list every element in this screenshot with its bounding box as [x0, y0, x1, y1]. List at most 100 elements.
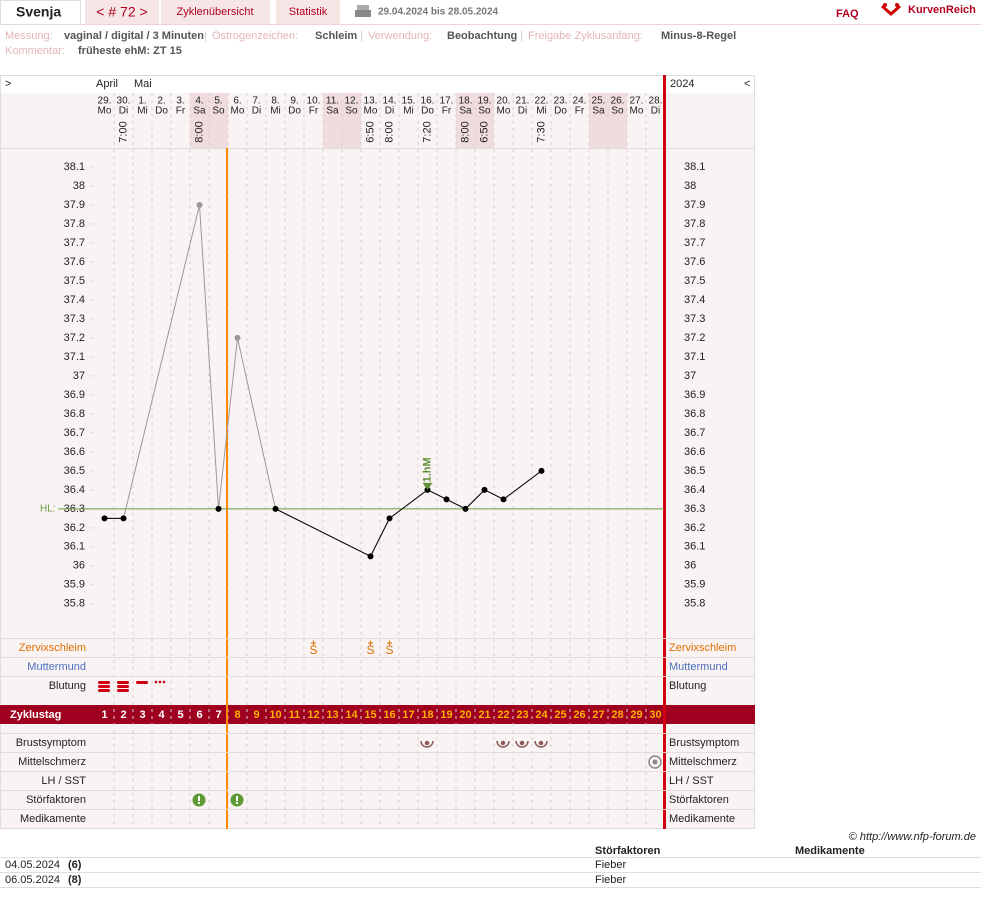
row-label: Zervixschleim — [669, 642, 736, 654]
cycle-day: 17 — [402, 709, 414, 721]
date-label: 6. — [233, 96, 241, 107]
cycle-day: 26 — [573, 709, 585, 721]
weekday-label: Mo — [630, 106, 644, 117]
weekday-label: Do — [288, 106, 301, 117]
date-label: 14. — [383, 96, 397, 107]
info-value: früheste ehM: ZT 15 — [78, 45, 182, 57]
curve-segment — [370, 518, 390, 557]
scroll-left[interactable]: > — [5, 78, 11, 90]
y-tick-label: 37.9 — [64, 199, 85, 211]
temperature-point — [367, 553, 374, 560]
weekday-label: Di — [119, 106, 128, 117]
weekday-label: So — [345, 106, 358, 117]
temperature-point — [120, 515, 127, 522]
cycle-day: 22 — [497, 709, 509, 721]
table-cell: 04.05.2024 — [5, 859, 60, 871]
y-tick-label: 36.6 — [64, 446, 85, 458]
time-label: 7:00 — [117, 121, 129, 142]
cycle-bar-label: Zyklustag — [10, 709, 61, 721]
cycle-day: 12 — [307, 709, 319, 721]
y-tick-label: 36.4 — [64, 484, 85, 496]
date-label: 11. — [326, 96, 339, 107]
table-cell: (6) — [68, 859, 82, 871]
date-label: 9. — [290, 96, 298, 107]
cycle-box[interactable] — [85, 0, 159, 24]
y-tick-label: 35.9 — [64, 579, 85, 591]
date-label: 12. — [345, 96, 359, 107]
temperature-point — [272, 505, 279, 512]
time-label: 7:30 — [535, 121, 547, 142]
annotation-label: 1.hM — [421, 457, 433, 482]
curve-segment — [484, 489, 504, 500]
y-tick-label: 37.3 — [684, 313, 705, 325]
y-tick-label: 37 — [684, 370, 696, 382]
pain-icon — [648, 755, 662, 769]
faq-link[interactable]: FAQ — [836, 8, 859, 20]
y-tick-label: 35.8 — [64, 598, 85, 610]
cycle-day: 8 — [234, 709, 240, 721]
info-value: Minus-8-Regel — [661, 30, 736, 42]
nav-link[interactable]: Zyklenübersicht — [176, 6, 253, 18]
weekday-label: Do — [421, 106, 434, 117]
nav-link[interactable]: Statistik — [289, 6, 328, 18]
temperature-point — [234, 334, 241, 341]
cycle-day: 13 — [326, 709, 338, 721]
printer-icon[interactable] — [355, 5, 371, 17]
zervix-plus — [311, 640, 316, 646]
time-label: 7:20 — [421, 121, 433, 142]
brand[interactable]: KurvenReich — [908, 4, 976, 16]
weekday-label: Do — [554, 106, 567, 117]
date-label: 2. — [157, 96, 165, 107]
time-label: 8:00 — [383, 121, 395, 142]
date-label: 7. — [252, 96, 260, 107]
cycle-day: 14 — [345, 709, 358, 721]
info-label: Kommentar: — [5, 45, 65, 57]
weekday-label: So — [611, 106, 624, 117]
row-label: Brustsymptom — [669, 737, 739, 749]
cycle-day: 21 — [478, 709, 490, 721]
row-label: Störfaktoren — [26, 794, 86, 806]
cycle-day: 28 — [611, 709, 623, 721]
cycle-day: 19 — [440, 709, 452, 721]
y-tick-label: 37.1 — [684, 351, 705, 363]
curve-segment — [503, 470, 542, 500]
weekday-label: So — [478, 106, 491, 117]
row-label: Mittelschmerz — [669, 756, 737, 768]
date-label: 24. — [573, 96, 587, 107]
temperature-point — [500, 496, 507, 503]
date-label: 8. — [271, 96, 279, 107]
scroll-right[interactable]: < — [744, 78, 750, 90]
curve-segment — [465, 489, 485, 510]
weekend-shade — [323, 93, 342, 148]
cycle-day: 20 — [459, 709, 471, 721]
y-tick-label: 37.6 — [684, 256, 705, 268]
nav-box[interactable] — [276, 0, 340, 24]
y-tick-label: 36.9 — [684, 389, 705, 401]
cycle-day: 6 — [196, 709, 202, 721]
y-tick-label: 36.7 — [64, 427, 85, 439]
row-label: Medikamente — [669, 813, 735, 825]
info-label: Freigabe Zyklusanfang: — [528, 30, 643, 42]
weekday-label: Do — [155, 106, 168, 117]
weekday-label: Fr — [176, 106, 186, 117]
nav-box[interactable] — [161, 0, 270, 24]
date-label: 25. — [592, 96, 606, 107]
table-cell: Fieber — [595, 874, 627, 886]
chart-frame — [0, 75, 755, 829]
zervix-symbol: S — [385, 643, 393, 657]
weekend-shade — [209, 93, 228, 148]
date-label: 20. — [497, 96, 511, 107]
weekday-label: Sa — [193, 106, 206, 117]
cycle-nav[interactable]: < # 72 > — [96, 4, 147, 20]
weekday-label: Di — [252, 106, 261, 117]
cycle-day: 9 — [253, 709, 259, 721]
weekday-label: Sa — [326, 106, 339, 117]
weekend-shade — [608, 93, 627, 148]
weekend-shade — [475, 93, 494, 148]
month-strip — [1, 76, 754, 93]
y-tick-label: 36 — [73, 560, 85, 572]
year: 2024 — [670, 78, 694, 90]
temperature-point — [196, 201, 203, 208]
y-tick-label: 37.3 — [64, 313, 85, 325]
